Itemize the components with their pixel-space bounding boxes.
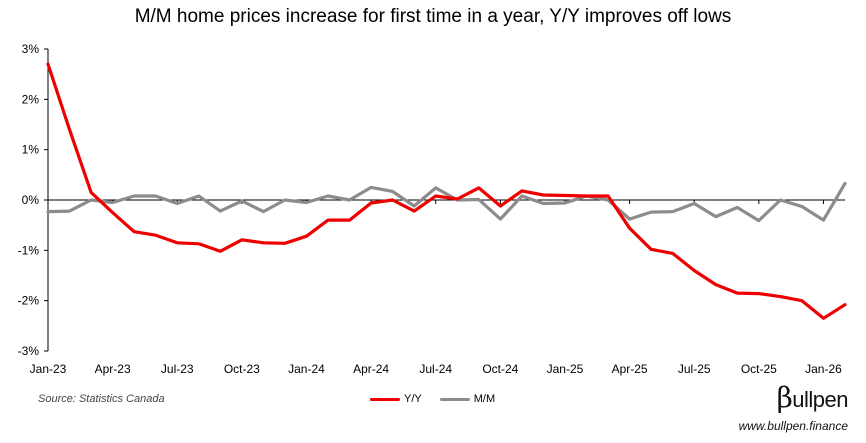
x-tick-label: Jul-23 <box>161 362 194 376</box>
series-line-yy <box>46 62 847 320</box>
x-tick-label: Oct-23 <box>224 362 260 376</box>
x-tick-label: Apr-24 <box>353 362 389 376</box>
x-tick-label: Jul-24 <box>419 362 452 376</box>
series-line-mm <box>46 181 847 223</box>
x-tick-label: Jan-24 <box>288 362 325 376</box>
y-tick-label: 1% <box>22 143 40 157</box>
x-tick-label: Jul-25 <box>678 362 711 376</box>
brand-logo-initial: β <box>776 381 793 414</box>
x-tick-label: Jan-25 <box>547 362 584 376</box>
y-tick-label: -3% <box>18 344 40 358</box>
x-tick-label: Oct-24 <box>482 362 518 376</box>
brand-logo-text: ullpen <box>792 387 848 412</box>
brand-logo: βullpen <box>776 381 849 414</box>
x-tick-label: Jan-23 <box>30 362 67 376</box>
y-tick-label: 0% <box>22 193 40 207</box>
y-tick-label: -1% <box>18 243 40 257</box>
legend-label-yy: Y/Y <box>404 393 422 405</box>
legend-item-yy: Y/Y <box>370 393 422 405</box>
x-tick-label: Oct-25 <box>741 362 777 376</box>
source-note: Source: Statistics Canada <box>38 393 165 405</box>
tick-label-layer: 3% 2% 1% 0% -1% -2% -3% Jan-23 Apr-23 Jul-23 Oct-2… <box>18 42 842 376</box>
legend-item-mm: M/M <box>439 393 496 405</box>
y-tick-label: -2% <box>18 294 40 308</box>
x-tick-label: Apr-25 <box>612 362 648 376</box>
chart-legend: Y/Y M/M <box>370 393 513 405</box>
website-url[interactable]: www.bullpen.finance <box>738 419 848 433</box>
y-tick-label: 3% <box>22 42 40 56</box>
legend-label-mm: M/M <box>473 393 496 405</box>
legend-swatch-mm <box>439 397 470 401</box>
series-layer <box>46 62 847 320</box>
x-tick-label: Jan-26 <box>805 362 842 376</box>
chart-title: M/M home prices increase for first time … <box>134 6 732 27</box>
y-tick-label: 2% <box>22 92 40 106</box>
legend-swatch-yy <box>370 397 400 401</box>
x-tick-label: Apr-23 <box>95 362 131 376</box>
